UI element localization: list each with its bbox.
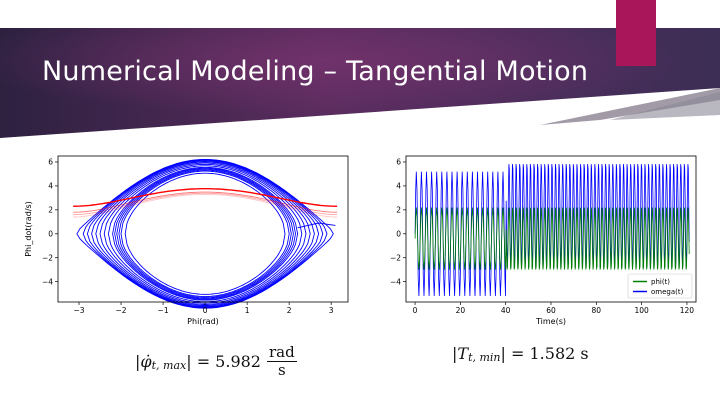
blue-orbit xyxy=(86,159,324,308)
x-tick-label: 40 xyxy=(501,306,511,315)
blue-orbit xyxy=(114,167,296,300)
y-tick-label: 2 xyxy=(396,205,401,214)
x-tick-label: 100 xyxy=(634,306,649,315)
x-tick-label: 1 xyxy=(245,306,250,315)
period-subscript: t, min xyxy=(468,351,501,364)
phase-portrait-chart: −3 −2 −1 0 1 2 3 −4 −2 0 2 4 6 Phi(rad) Phi_dot(rad/… xyxy=(24,155,349,326)
unit-fraction: rad s xyxy=(266,343,297,379)
period-symbol: T xyxy=(457,344,469,363)
y-tick-label: 6 xyxy=(48,158,53,167)
unit-denominator: s xyxy=(277,361,286,379)
blue-orbit xyxy=(120,170,290,297)
phi-subscript: t, max xyxy=(151,359,187,372)
blue-orbit xyxy=(124,172,286,295)
min-value: = 1.582 s xyxy=(511,344,589,363)
x-tick-label: 2 xyxy=(287,306,292,315)
accent-tab xyxy=(616,0,656,66)
red-trajectory xyxy=(73,188,338,207)
y-tick-label: 6 xyxy=(396,158,401,167)
phase-curves xyxy=(73,158,338,309)
y-axis-label: Phi_dot(rad/s) xyxy=(24,201,33,257)
unit-numerator: rad xyxy=(266,343,297,362)
max-value: = 5.982 xyxy=(196,352,261,371)
red-trajectory xyxy=(73,193,338,218)
x-axis-label: Phi(rad) xyxy=(187,317,219,326)
blue-orbit xyxy=(107,165,303,303)
banner-sweep-light xyxy=(610,92,720,120)
banner-sweep-dark xyxy=(540,88,720,125)
x-tick-label: 3 xyxy=(329,306,334,315)
y-tick-label: 4 xyxy=(48,182,53,191)
legend-label-phi: phi(t) xyxy=(651,278,670,286)
time-series-chart: 0 20 40 60 80 100 120 −4 −2 0 2 4 6 Time(s) phi(t) o… xyxy=(390,155,697,326)
y-tick-label: −4 xyxy=(42,277,53,286)
axes: −3 −2 −1 0 1 2 3 −4 −2 0 2 4 6 xyxy=(42,158,334,315)
y-tick-label: 4 xyxy=(396,182,401,191)
title-banner xyxy=(0,0,720,138)
blue-orbit xyxy=(91,160,320,307)
blue-orbit xyxy=(99,162,311,305)
y-tick-label: 0 xyxy=(48,229,53,238)
phi-series xyxy=(414,207,690,270)
abs-open: | xyxy=(135,352,141,371)
x-tick-label: 0 xyxy=(413,306,418,315)
max-angular-velocity-formula: | φ̇ t, max | = 5.982 rad s xyxy=(135,344,297,379)
legend: phi(t) omega(t) xyxy=(627,273,693,299)
x-tick-label: 60 xyxy=(546,306,556,315)
x-tick-label: −1 xyxy=(158,306,169,315)
blue-orbit xyxy=(82,159,328,309)
x-tick-label: 20 xyxy=(456,306,466,315)
blue-tail xyxy=(297,222,336,229)
x-tick-label: −3 xyxy=(73,306,84,315)
x-tick-label: −2 xyxy=(116,306,127,315)
blue-orbit xyxy=(95,161,315,306)
blue-orbit xyxy=(116,168,294,299)
abs-close: | xyxy=(186,352,192,371)
abs-open: | xyxy=(452,344,458,363)
slide-title: Numerical Modeling – Tangential Motion xyxy=(42,56,589,87)
y-tick-label: −4 xyxy=(390,277,401,286)
phi-dot-symbol: φ̇ xyxy=(140,352,152,371)
axes: 0 20 40 60 80 100 120 −4 −2 0 2 4 6 xyxy=(390,158,694,315)
banner-glow xyxy=(0,28,720,138)
y-tick-label: −2 xyxy=(390,253,401,262)
x-tick-label: 80 xyxy=(592,306,602,315)
x-axis-label: Time(s) xyxy=(535,317,566,326)
time-curves xyxy=(414,164,690,297)
y-tick-label: 2 xyxy=(48,205,53,214)
blue-orbit xyxy=(112,166,299,301)
abs-close: | xyxy=(500,344,506,363)
blue-orbit xyxy=(76,158,334,309)
blue-orbit xyxy=(103,163,307,304)
x-tick-label: 0 xyxy=(203,306,208,315)
y-tick-label: −2 xyxy=(42,253,53,262)
plot-frame xyxy=(57,155,349,303)
x-tick-label: 120 xyxy=(680,306,695,315)
legend-label-omega: omega(t) xyxy=(651,288,684,296)
blue-orbit xyxy=(118,169,292,298)
red-trajectory xyxy=(73,191,338,213)
y-tick-label: 0 xyxy=(396,229,401,238)
red-trajectory xyxy=(73,192,338,216)
